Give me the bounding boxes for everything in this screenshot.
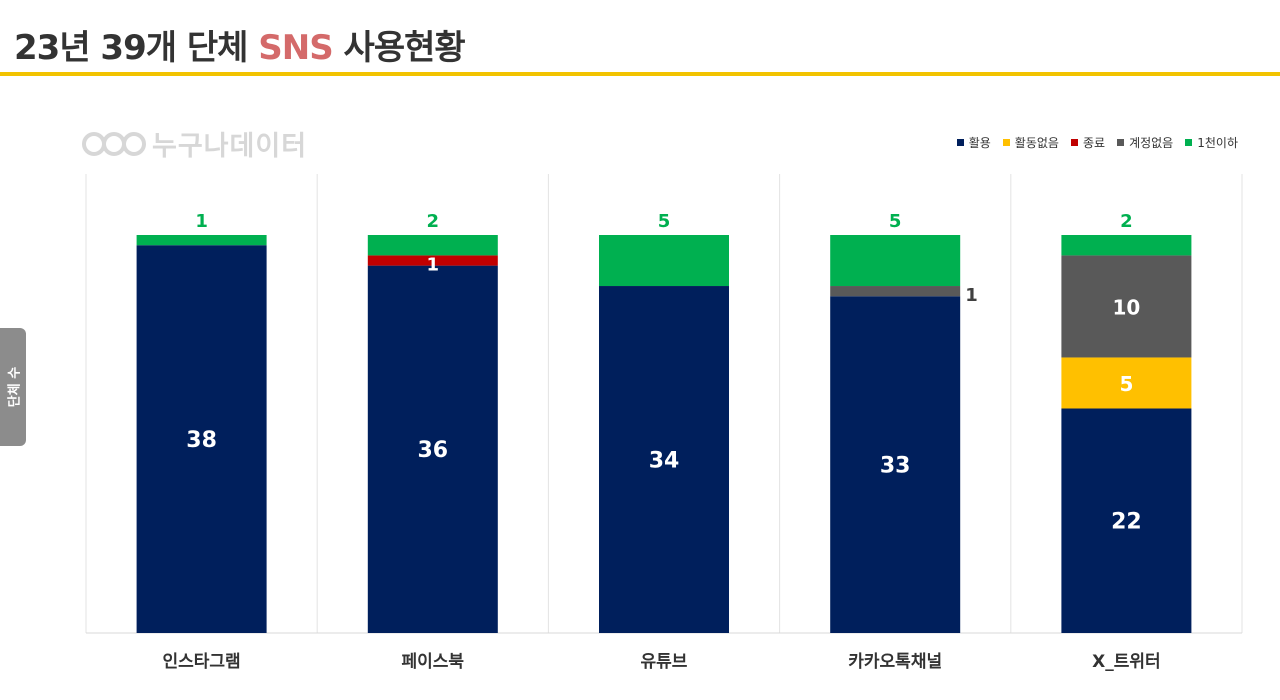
data-label: 22 (1111, 510, 1142, 535)
data-label: 5 (889, 211, 902, 232)
legend-swatch (1002, 139, 1010, 146)
data-label: 10 (1112, 295, 1140, 319)
legend-swatch (1117, 139, 1125, 146)
legend-swatch (1185, 139, 1193, 146)
page-title: 23년 39개 단체 SNS 사용현황 (14, 28, 466, 68)
bar-segment (830, 296, 961, 633)
bar-segment (367, 255, 498, 266)
legend-item: 활동없음 (1002, 134, 1059, 151)
data-label: 36 (417, 438, 448, 463)
y-axis-label-tab: 단체 수 (0, 328, 26, 446)
data-label: 1 (195, 211, 208, 232)
bar-segment (599, 286, 729, 633)
bar-segment (1061, 408, 1192, 633)
data-label: 38 (186, 428, 217, 453)
legend-item: 종료 (1070, 134, 1106, 151)
x-tick-label: 페이스북 (402, 652, 465, 672)
bar-segment (1061, 357, 1192, 409)
bar-segment (136, 245, 267, 633)
bar-segment (1061, 255, 1192, 358)
data-label: 5 (1119, 372, 1133, 396)
legend-item: 1천이하 (1185, 134, 1238, 151)
legend-item: 활용 (956, 134, 991, 151)
bar-segment (367, 265, 498, 633)
bar-segment (136, 235, 267, 246)
x-tick-label: 유튜브 (641, 652, 688, 672)
smiley-faces-icon (82, 131, 146, 156)
brand-name: 누구나데이터 (152, 131, 308, 162)
legend-swatch (1070, 139, 1078, 146)
legend-label: 종료 (1082, 136, 1106, 150)
legend-swatch (956, 139, 964, 146)
x-tick-label: 인스타그램 (162, 652, 240, 672)
data-label: 1 (427, 255, 440, 276)
bar-segment (830, 235, 961, 287)
legend-label: 계정없음 (1129, 136, 1174, 150)
bar-segment (599, 235, 729, 287)
title-accent: SNS (258, 28, 333, 68)
legend-label: 활용 (968, 136, 991, 150)
legend-label: 활동없음 (1014, 136, 1059, 150)
brand-logo: 누구나데이터 (82, 124, 307, 163)
legend-label: 1천이하 (1197, 136, 1238, 150)
data-label: 2 (427, 211, 440, 232)
x-tick-label: X_트위터 (1092, 652, 1161, 672)
data-label: 34 (649, 448, 680, 473)
bar-segment (830, 286, 961, 297)
data-label: 33 (880, 454, 911, 479)
data-label: 2 (1120, 211, 1133, 232)
bar-segment (1061, 235, 1192, 256)
legend-item: 계정없음 (1117, 134, 1173, 151)
bar-segment (367, 235, 498, 256)
title-underline (0, 72, 1280, 76)
data-label: 5 (658, 211, 671, 232)
x-tick-label: 카카오톡채널 (848, 652, 942, 672)
data-label: 1 (965, 285, 978, 306)
chart-legend: 활용 활동없음 종료 계정없음 1천이하 (945, 134, 1238, 151)
